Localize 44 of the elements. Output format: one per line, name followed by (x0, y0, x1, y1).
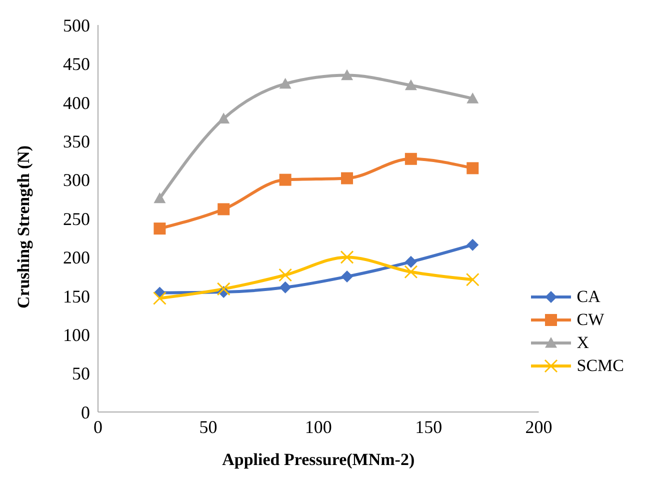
y-tick-label: 0 (81, 402, 90, 422)
point (218, 203, 230, 216)
point (279, 281, 292, 294)
y-tick-label: 150 (63, 286, 90, 306)
x-tick-label: 100 (304, 416, 332, 437)
y-axis-title: Crushing Strength (N) (14, 145, 34, 308)
legend-label: CA (576, 286, 600, 306)
point (466, 238, 479, 251)
x-tick-label: 0 (94, 416, 102, 437)
point (404, 152, 417, 165)
point (404, 256, 417, 268)
point (340, 250, 354, 264)
x-axis-title: Applied Pressure(MNm-2) (222, 450, 415, 469)
point (154, 192, 166, 204)
point (216, 282, 230, 296)
point (279, 78, 292, 89)
point (466, 92, 479, 104)
y-tick-label: 50 (72, 364, 90, 384)
point (218, 112, 230, 124)
point (341, 69, 354, 80)
point (404, 79, 417, 90)
x-tick-label: 150 (415, 416, 442, 437)
point (466, 162, 479, 174)
y-tick-label: 500 (63, 15, 90, 36)
point (279, 174, 292, 186)
y-tick-label: 300 (63, 170, 90, 190)
point (466, 272, 480, 286)
y-tick-label: 450 (63, 54, 90, 74)
point (152, 291, 166, 305)
point (341, 172, 354, 184)
y-tick-label: 100 (63, 324, 90, 345)
y-tick-label: 200 (63, 248, 90, 268)
legend-label: CW (576, 310, 604, 330)
point (404, 265, 418, 279)
x-tick-label: 50 (199, 416, 218, 437)
legend-label: SCMC (576, 356, 624, 376)
y-tick-label: 400 (63, 92, 90, 113)
point (154, 222, 166, 235)
point (341, 270, 354, 283)
y-tick-label: 250 (63, 208, 90, 229)
x-tick-label: 200 (525, 416, 552, 437)
legend-label: X (576, 332, 590, 352)
point (278, 268, 292, 282)
y-tick-label: 350 (63, 131, 90, 152)
